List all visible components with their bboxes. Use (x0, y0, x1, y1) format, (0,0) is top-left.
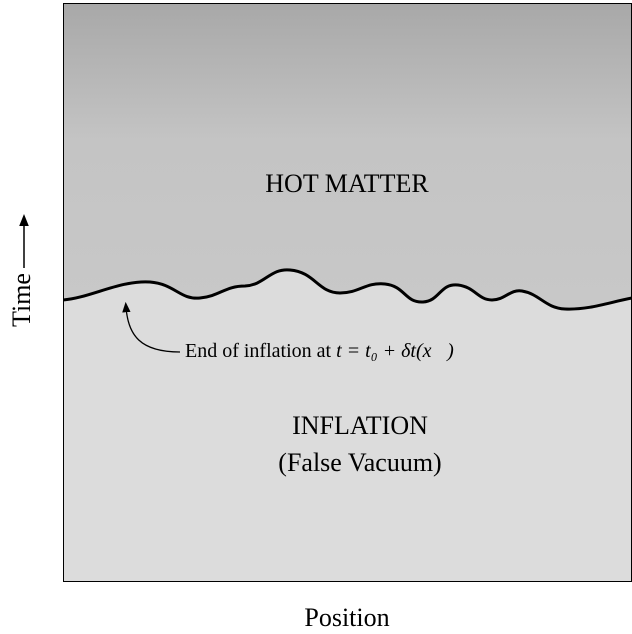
fluctuation (80, 3, 160, 93)
upper-region (63, 3, 632, 310)
fluctuation (480, 3, 560, 103)
field (63, 3, 632, 582)
x-axis-label: Position (304, 603, 389, 632)
annotation-text: End of inflation at (185, 340, 332, 362)
fluctuation (375, 3, 445, 93)
y-axis-label: Time (7, 273, 36, 327)
region-label: (False Vacuum) (278, 448, 441, 477)
fluctuation (245, 3, 335, 113)
region-label: INFLATION (292, 411, 428, 440)
region-label: HOT MATTER (265, 169, 429, 198)
annotation-arrow (122, 301, 181, 353)
boundary (63, 268, 632, 311)
annotation: End of inflation at t = t₀ + δt(x⃗) (185, 340, 454, 362)
annotation-math: t = t₀ + δt(x⃗) (336, 340, 454, 362)
